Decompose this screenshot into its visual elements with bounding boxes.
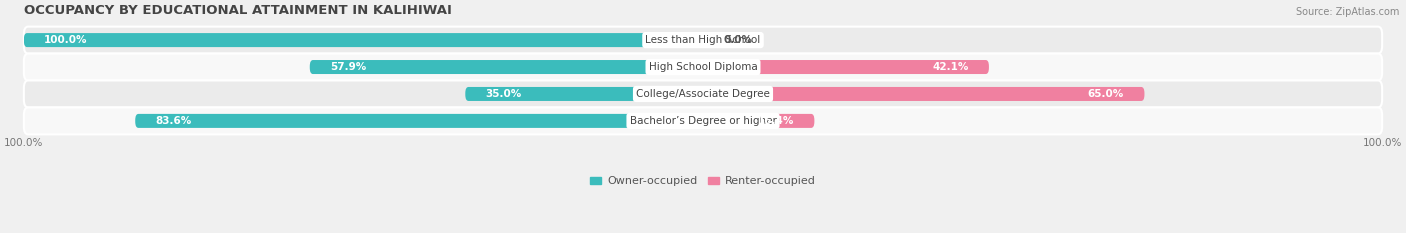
FancyBboxPatch shape — [309, 60, 703, 74]
FancyBboxPatch shape — [24, 80, 1382, 107]
FancyBboxPatch shape — [465, 87, 703, 101]
Text: 100.0%: 100.0% — [44, 35, 87, 45]
FancyBboxPatch shape — [703, 60, 988, 74]
Text: Less than High School: Less than High School — [645, 35, 761, 45]
Text: 16.4%: 16.4% — [758, 116, 794, 126]
FancyBboxPatch shape — [703, 114, 814, 128]
FancyBboxPatch shape — [24, 54, 1382, 80]
Text: 42.1%: 42.1% — [932, 62, 969, 72]
FancyBboxPatch shape — [135, 114, 703, 128]
FancyBboxPatch shape — [24, 107, 1382, 134]
Text: College/Associate Degree: College/Associate Degree — [636, 89, 770, 99]
Text: Bachelor’s Degree or higher: Bachelor’s Degree or higher — [630, 116, 776, 126]
Legend: Owner-occupied, Renter-occupied: Owner-occupied, Renter-occupied — [586, 172, 820, 191]
Text: Source: ZipAtlas.com: Source: ZipAtlas.com — [1295, 7, 1399, 17]
Text: 83.6%: 83.6% — [156, 116, 191, 126]
FancyBboxPatch shape — [703, 87, 1144, 101]
Text: 65.0%: 65.0% — [1088, 89, 1123, 99]
Text: 35.0%: 35.0% — [485, 89, 522, 99]
Text: 57.9%: 57.9% — [330, 62, 367, 72]
FancyBboxPatch shape — [24, 27, 1382, 54]
FancyBboxPatch shape — [24, 33, 703, 47]
Text: OCCUPANCY BY EDUCATIONAL ATTAINMENT IN KALIHIWAI: OCCUPANCY BY EDUCATIONAL ATTAINMENT IN K… — [24, 4, 451, 17]
Text: High School Diploma: High School Diploma — [648, 62, 758, 72]
Text: 0.0%: 0.0% — [723, 35, 752, 45]
